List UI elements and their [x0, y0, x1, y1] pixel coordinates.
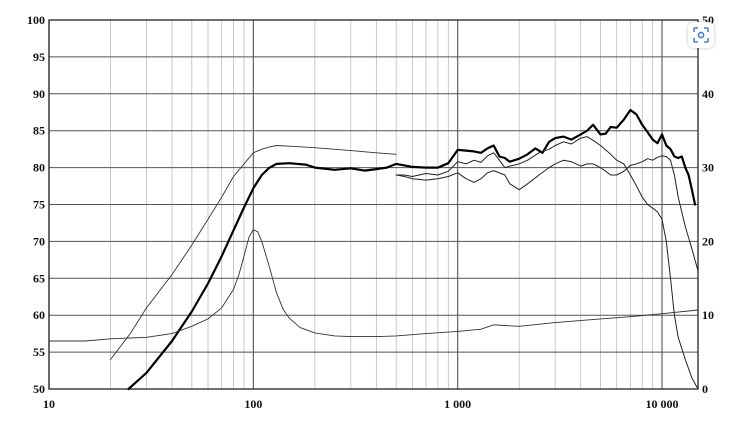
y-tick-label: 55 — [33, 345, 45, 359]
grid — [48, 19, 699, 390]
y-tick-label: 95 — [33, 50, 45, 64]
series-line-5 — [48, 229, 699, 342]
y-tick-label: 60 — [33, 308, 45, 322]
x-tick-label: 1 000 — [444, 397, 471, 411]
y2-tick-label: 40 — [702, 87, 714, 101]
series-line-4 — [395, 155, 699, 272]
y-tick-label: 70 — [33, 234, 45, 248]
series-group — [48, 108, 699, 391]
y-tick-label: 100 — [27, 13, 45, 27]
x-tick-label: 10 000 — [646, 397, 679, 411]
y-tick-label: 75 — [33, 198, 45, 212]
y2-tick-label: 20 — [702, 234, 714, 248]
x-tick-label: 100 — [244, 397, 262, 411]
y2-tick-label: 10 — [702, 308, 714, 322]
y2-tick-label: 30 — [702, 161, 714, 175]
plot-frame — [48, 19, 699, 390]
lens-scan-icon — [693, 27, 709, 43]
y-tick-label: 80 — [33, 161, 45, 175]
lens-scan-button[interactable] — [688, 22, 714, 48]
y-tick-label: 90 — [33, 87, 45, 101]
y2-tick-label: 0 — [702, 382, 708, 396]
x-tick-label: 10 — [43, 397, 55, 411]
series-line-2 — [110, 145, 397, 360]
y-tick-label: 65 — [33, 271, 45, 285]
series-line-1 — [127, 108, 697, 391]
y-tick-label: 85 — [33, 124, 45, 138]
y-tick-label: 50 — [33, 382, 45, 396]
series-line-3 — [395, 136, 699, 390]
